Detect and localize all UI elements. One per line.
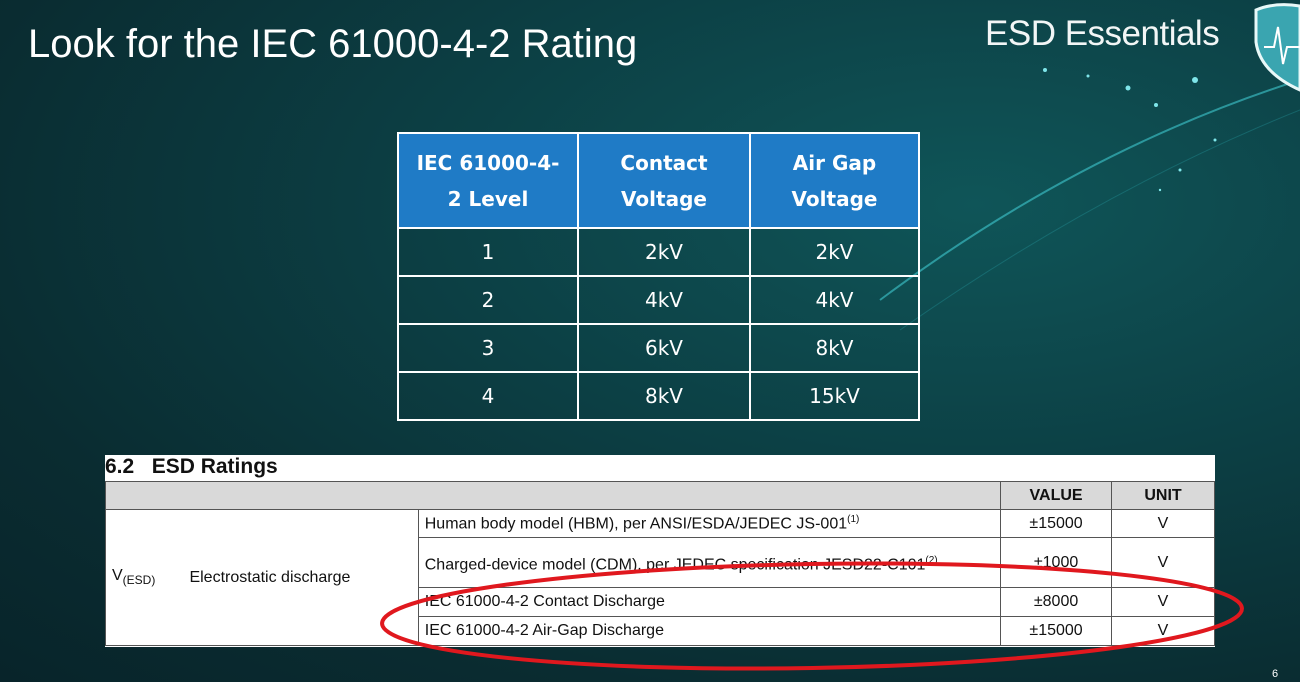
table-header-row: IEC 61000-4-2 Level Contact Voltage Air … [397,132,920,229]
air-cell: 4kV [749,275,920,325]
symbol-subscript: (ESD) [122,573,156,588]
table-row: 2 4kV 4kV [397,275,920,325]
esd-ratings-excerpt: 6.2 ESD Ratings VALUE UNIT V(ESD) Electr… [104,455,1215,647]
header-value: VALUE [1000,481,1113,510]
contact-cell: 2kV [577,227,751,277]
blank-header [104,481,1002,510]
contact-cell: 6kV [577,323,751,373]
condition-cell: IEC 61000-4-2 Air-Gap Discharge [417,616,1002,646]
unit-cell: V [1111,616,1215,646]
contact-cell: 8kV [577,371,751,421]
value-cell: ±8000 [1000,587,1113,617]
esd-ratings-table: VALUE UNIT V(ESD) Electrostatic discharg… [104,481,1215,646]
condition-cell: IEC 61000-4-2 Contact Discharge [417,587,1002,617]
header-level: IEC 61000-4-2 Level [397,132,579,229]
air-cell: 15kV [749,371,920,421]
symbol-cell: V(ESD) [105,509,184,646]
header-air-gap-voltage: Air Gap Voltage [749,132,920,229]
condition-text: Charged-device model (CDM), per JEDEC sp… [424,556,926,574]
header-unit: UNIT [1111,481,1215,510]
level-cell: 2 [397,275,579,325]
parameter-cell: Electrostatic discharge [183,509,419,646]
condition-cell: Human body model (HBM), per ANSI/ESDA/JE… [417,509,1002,538]
value-cell: ±15000 [1000,509,1113,538]
unit-cell: V [1111,509,1215,538]
level-cell: 3 [397,323,579,373]
value-cell: ±1000 [1000,537,1113,588]
unit-cell: V [1111,587,1215,617]
page-number: 6 [1272,668,1279,680]
contact-cell: 4kV [577,275,751,325]
level-cell: 4 [397,371,579,421]
table-row: 1 2kV 2kV [397,227,920,277]
condition-text: Human body model (HBM), per ANSI/ESDA/JE… [424,515,848,533]
brand-name: ESD Essentials [985,14,1220,53]
iec-level-table: IEC 61000-4-2 Level Contact Voltage Air … [397,132,920,421]
level-cell: 1 [397,227,579,277]
table-row: 4 8kV 15kV [397,371,920,421]
table-row: 3 6kV 8kV [397,323,920,373]
symbol: V [112,567,123,585]
condition-cell: Charged-device model (CDM), per JEDEC sp… [417,537,1002,588]
shield-logo-icon [1254,3,1300,92]
esd-ratings-title: 6.2 ESD Ratings [105,455,278,478]
air-cell: 8kV [749,323,920,373]
value-cell: ±15000 [1000,616,1113,646]
footnote-ref: (1) [847,513,860,525]
slide-title: Look for the IEC 61000-4-2 Rating [28,22,638,66]
footnote-ref: (2) [925,554,938,566]
unit-cell: V [1111,537,1215,588]
table-row: V(ESD) Electrostatic discharge Human bod… [105,509,1215,646]
header-contact-voltage: Contact Voltage [577,132,751,229]
air-cell: 2kV [749,227,920,277]
table-header-row: VALUE UNIT [104,481,1215,510]
